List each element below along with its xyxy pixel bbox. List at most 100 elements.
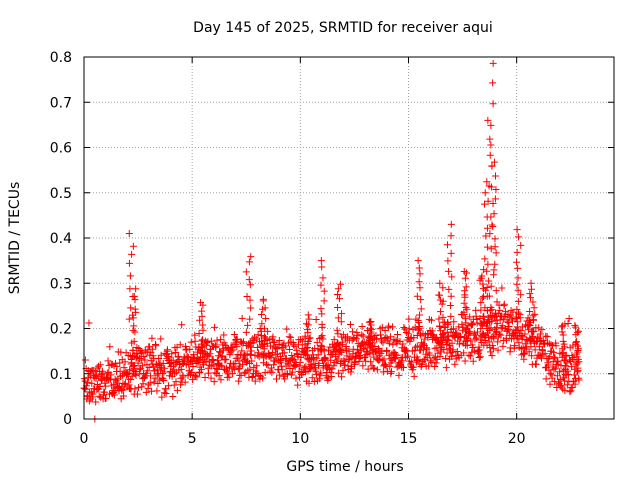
data-point	[546, 380, 554, 388]
data-point	[513, 258, 521, 266]
data-point	[160, 389, 168, 397]
data-point	[542, 375, 550, 383]
data-point	[267, 352, 275, 360]
data-point	[395, 371, 403, 379]
data-point	[129, 242, 137, 250]
data-point	[448, 339, 456, 347]
data-point	[377, 331, 385, 339]
data-point	[469, 357, 477, 365]
data-point	[572, 339, 580, 347]
data-point	[82, 385, 90, 393]
data-point	[317, 281, 325, 289]
data-point	[138, 362, 146, 370]
data-point	[234, 365, 242, 373]
data-point	[416, 311, 424, 319]
data-point	[308, 374, 316, 382]
data-point	[469, 320, 477, 328]
data-point	[458, 320, 466, 328]
data-point	[445, 345, 453, 353]
data-point	[198, 307, 206, 315]
data-point	[436, 322, 444, 330]
data-point	[205, 369, 213, 377]
data-point	[288, 368, 296, 376]
data-point	[487, 311, 495, 319]
data-point	[117, 348, 125, 356]
data-point	[415, 264, 423, 272]
data-point	[544, 361, 552, 369]
data-point	[191, 331, 199, 339]
data-point	[488, 352, 496, 360]
data-point	[216, 348, 224, 356]
data-point	[551, 365, 559, 373]
data-point	[422, 350, 430, 358]
data-point	[524, 314, 532, 322]
data-point	[574, 364, 582, 372]
data-point	[173, 386, 181, 394]
data-point	[573, 328, 581, 336]
data-point	[473, 328, 481, 336]
data-point	[169, 392, 177, 400]
data-point	[413, 332, 421, 340]
data-point	[416, 270, 424, 278]
data-point	[460, 268, 468, 276]
data-point	[426, 357, 434, 365]
data-point	[514, 233, 522, 241]
data-point	[312, 367, 320, 375]
data-point	[453, 329, 461, 337]
data-point	[478, 272, 486, 280]
data-point	[310, 354, 318, 362]
data-point	[381, 361, 389, 369]
data-point	[433, 344, 441, 352]
data-point	[106, 343, 114, 351]
data-point	[489, 199, 497, 207]
data-point	[337, 280, 345, 288]
data-point	[131, 328, 139, 336]
data-point	[415, 326, 423, 334]
data-point	[443, 328, 451, 336]
data-point	[379, 339, 387, 347]
data-point	[292, 374, 300, 382]
data-point	[134, 353, 142, 361]
data-point	[244, 321, 252, 329]
data-point	[320, 287, 328, 295]
data-point	[481, 255, 489, 263]
data-point	[89, 390, 97, 398]
data-point	[559, 331, 567, 339]
data-point	[392, 350, 400, 358]
data-point	[334, 291, 342, 299]
data-point	[139, 380, 147, 388]
data-point	[168, 350, 176, 358]
data-point	[143, 367, 151, 375]
data-point	[246, 296, 254, 304]
data-point	[270, 338, 278, 346]
data-point	[140, 352, 148, 360]
data-point	[133, 344, 141, 352]
data-point	[261, 304, 269, 312]
data-point	[231, 359, 239, 367]
data-point	[246, 315, 254, 323]
data-point	[479, 280, 487, 288]
data-point	[437, 308, 445, 316]
data-point	[436, 296, 444, 304]
data-point	[521, 330, 529, 338]
data-point	[448, 273, 456, 281]
data-point	[487, 245, 495, 253]
data-point	[556, 368, 564, 376]
data-point	[504, 327, 512, 335]
data-point	[535, 324, 543, 332]
y-tick-label: 0.6	[50, 141, 72, 157]
data-point	[339, 366, 347, 374]
data-point	[264, 361, 272, 369]
data-point	[304, 311, 312, 319]
data-point	[229, 346, 237, 354]
data-point	[417, 339, 425, 347]
data-point	[318, 310, 326, 318]
axis-ticks: 0 0.1 0.2 0.3 0.4 0.5 0.6 0.7 0.8 0 5 10 15 20	[50, 50, 614, 447]
data-point	[128, 372, 136, 380]
data-point	[292, 360, 300, 368]
data-point	[513, 226, 521, 234]
data-point	[445, 267, 453, 275]
data-point	[162, 390, 170, 398]
data-point	[317, 333, 325, 341]
